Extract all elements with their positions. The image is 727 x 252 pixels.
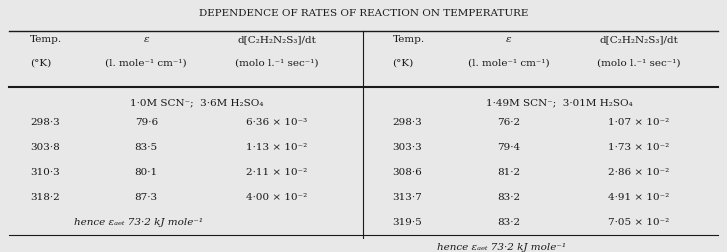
Text: 1·0Μ SCN⁻;  3·6Μ H₂SO₄: 1·0Μ SCN⁻; 3·6Μ H₂SO₄ (130, 98, 264, 107)
Text: (°Κ): (°Κ) (393, 59, 414, 68)
Text: 6·36 × 10⁻³: 6·36 × 10⁻³ (246, 118, 307, 127)
Text: (l. mole⁻¹ cm⁻¹): (l. mole⁻¹ cm⁻¹) (467, 59, 549, 68)
Text: 76·2: 76·2 (497, 118, 520, 127)
Text: 2·86 × 10⁻²: 2·86 × 10⁻² (608, 168, 670, 177)
Text: 1·49Μ SCN⁻;  3·01Μ H₂SO₄: 1·49Μ SCN⁻; 3·01Μ H₂SO₄ (486, 98, 632, 107)
Text: 81·2: 81·2 (497, 168, 520, 177)
Text: (l. mole⁻¹ cm⁻¹): (l. mole⁻¹ cm⁻¹) (105, 59, 187, 68)
Text: ε: ε (505, 35, 511, 44)
Text: 318·2: 318·2 (31, 193, 60, 202)
Text: (°Κ): (°Κ) (31, 59, 52, 68)
Text: 79·4: 79·4 (497, 143, 520, 152)
Text: hence εₐₑₜ 73·2 kJ mole⁻¹: hence εₐₑₜ 73·2 kJ mole⁻¹ (74, 218, 204, 227)
Text: 4·00 × 10⁻²: 4·00 × 10⁻² (246, 193, 308, 202)
Text: 308·6: 308·6 (393, 168, 422, 177)
Text: 83·2: 83·2 (497, 218, 520, 227)
Text: 303·8: 303·8 (31, 143, 60, 152)
Text: 4·91 × 10⁻²: 4·91 × 10⁻² (608, 193, 670, 202)
Text: d[C₂H₂N₂S₃]/dt: d[C₂H₂N₂S₃]/dt (237, 35, 316, 44)
Text: (molo l.⁻¹ sec⁻¹): (molo l.⁻¹ sec⁻¹) (235, 59, 318, 68)
Text: 310·3: 310·3 (31, 168, 60, 177)
Text: 1·13 × 10⁻²: 1·13 × 10⁻² (246, 143, 308, 152)
Text: DEPENDENCE OF RATES OF REACTION ON TEMPERATURE: DEPENDENCE OF RATES OF REACTION ON TEMPE… (198, 9, 529, 18)
Text: hence εₐₑₜ 73·2 kJ mole⁻¹: hence εₐₑₜ 73·2 kJ mole⁻¹ (437, 243, 566, 252)
Text: 2·11 × 10⁻²: 2·11 × 10⁻² (246, 168, 308, 177)
Text: Temp.: Temp. (393, 35, 425, 44)
Text: 7·05 × 10⁻²: 7·05 × 10⁻² (608, 218, 670, 227)
Text: 303·3: 303·3 (393, 143, 422, 152)
Text: 313·7: 313·7 (393, 193, 422, 202)
Text: ε: ε (143, 35, 149, 44)
Text: 298·3: 298·3 (393, 118, 422, 127)
Text: 87·3: 87·3 (134, 193, 158, 202)
Text: 1·07 × 10⁻²: 1·07 × 10⁻² (608, 118, 670, 127)
Text: 1·73 × 10⁻²: 1·73 × 10⁻² (608, 143, 670, 152)
Text: 83·2: 83·2 (497, 193, 520, 202)
Text: Temp.: Temp. (31, 35, 63, 44)
Text: (molo l.⁻¹ sec⁻¹): (molo l.⁻¹ sec⁻¹) (597, 59, 680, 68)
Text: 80·1: 80·1 (134, 168, 158, 177)
Text: 298·3: 298·3 (31, 118, 60, 127)
Text: d[C₂H₂N₂S₃]/dt: d[C₂H₂N₂S₃]/dt (599, 35, 678, 44)
Text: 79·6: 79·6 (134, 118, 158, 127)
Text: 83·5: 83·5 (134, 143, 158, 152)
Text: 319·5: 319·5 (393, 218, 422, 227)
